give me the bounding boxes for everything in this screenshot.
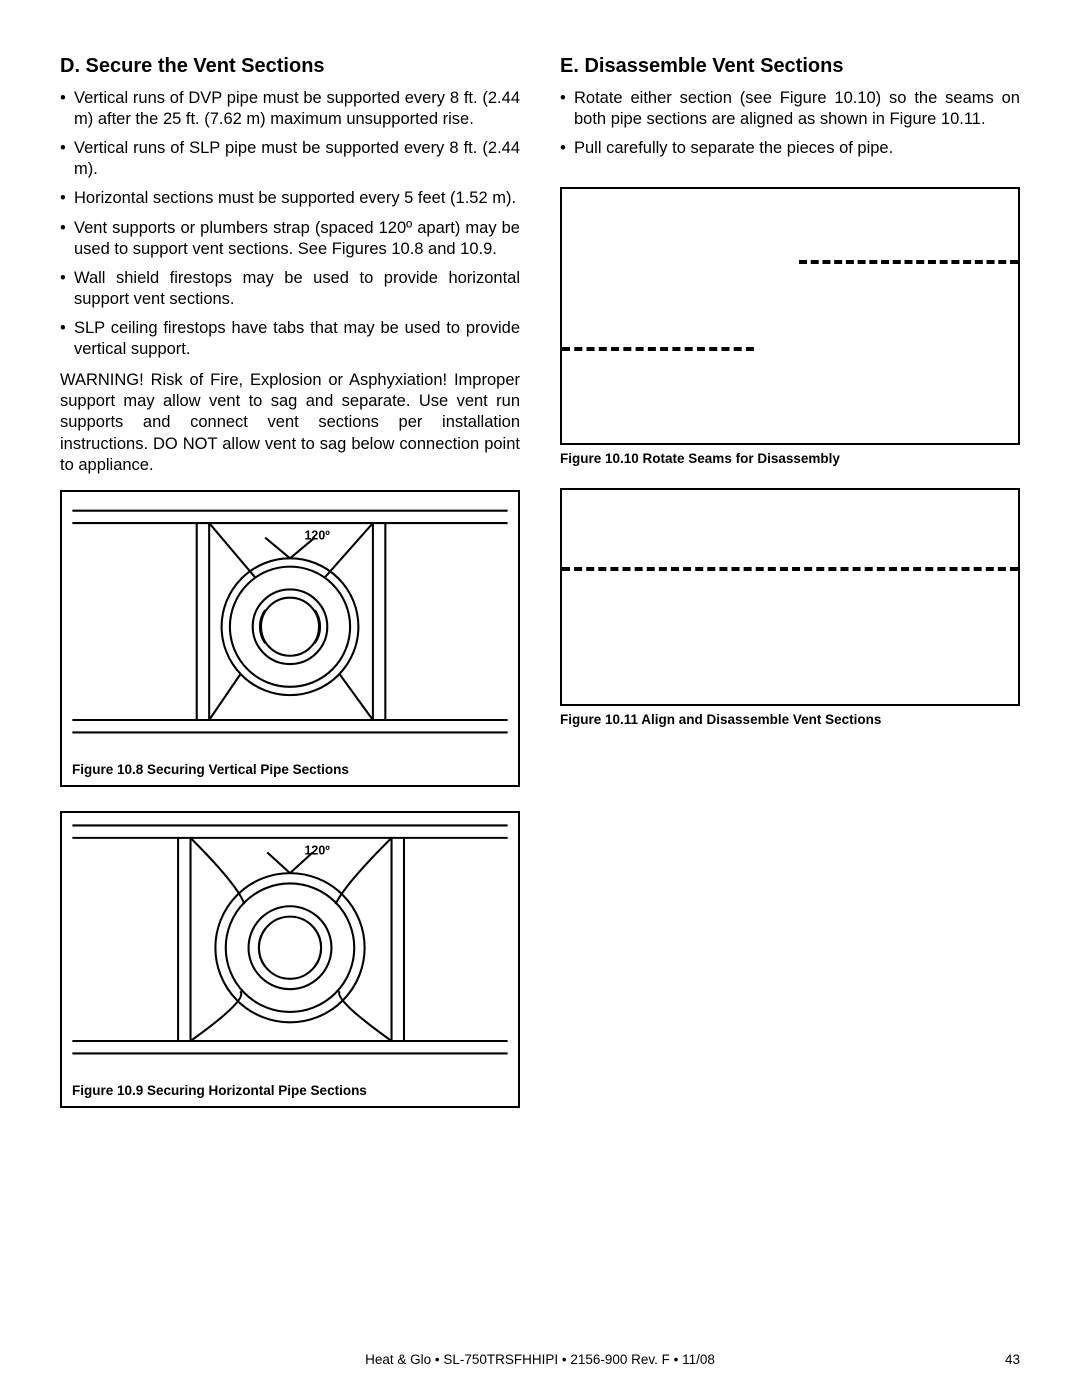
heading-d: D. Secure the Vent Sections [60, 55, 520, 78]
pipe-diagram-vertical: 120º [62, 492, 518, 751]
bullet-item: Rotate either section (see Figure 10.10)… [560, 88, 1020, 130]
figure-10-10 [560, 187, 1020, 445]
page-number: 43 [1005, 1352, 1020, 1367]
right-column: E. Disassemble Vent Sections Rotate eith… [560, 55, 1020, 1132]
figure-caption: Figure 10.8 Securing Vertical Pipe Secti… [62, 756, 518, 785]
figure-10-9: 120º Figure 10.9 Securing Horizontal Pip… [60, 811, 520, 1108]
left-column: D. Secure the Vent Sections Vertical run… [60, 55, 520, 1132]
seam-dash-aligned [562, 567, 1018, 571]
bullet-item: Horizontal sections must be supported ev… [60, 188, 520, 209]
bullet-item: Vertical runs of SLP pipe must be suppor… [60, 138, 520, 180]
bullets-e: Rotate either section (see Figure 10.10)… [560, 88, 1020, 159]
angle-label: 120º [305, 528, 331, 542]
angle-label: 120º [305, 843, 331, 857]
figure-caption: Figure 10.9 Securing Horizontal Pipe Sec… [62, 1077, 518, 1106]
bullet-item: Pull carefully to separate the pieces of… [560, 138, 1020, 159]
heading-e: E. Disassemble Vent Sections [560, 55, 1020, 78]
bullet-item: SLP ceiling firestops have tabs that may… [60, 318, 520, 360]
bullet-item: Vent supports or plumbers strap (spaced … [60, 218, 520, 260]
seam-dash-lower [562, 347, 754, 351]
pipe-diagram-horizontal: 120º [62, 813, 518, 1072]
seam-dash-upper [799, 260, 1018, 264]
footer-text: Heat & Glo • SL-750TRSFHHIPI • 2156-900 … [0, 1352, 1080, 1367]
bullets-d: Vertical runs of DVP pipe must be suppor… [60, 88, 520, 360]
bullet-item: Vertical runs of DVP pipe must be suppor… [60, 88, 520, 130]
bullet-item: Wall shield firestops may be used to pro… [60, 268, 520, 310]
figure-10-11 [560, 488, 1020, 706]
warning-text: WARNING! Risk of Fire, Explosion or Asph… [60, 370, 520, 476]
figure-caption: Figure 10.10 Rotate Seams for Disassembl… [560, 451, 1020, 466]
figure-caption: Figure 10.11 Align and Disassemble Vent … [560, 712, 1020, 727]
figure-10-8: 120º Figure 10.8 Securing Vertical Pipe … [60, 490, 520, 787]
